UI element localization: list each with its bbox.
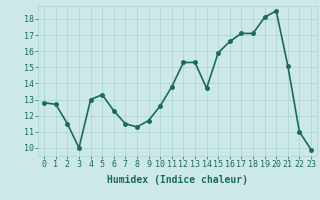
X-axis label: Humidex (Indice chaleur): Humidex (Indice chaleur): [107, 175, 248, 185]
